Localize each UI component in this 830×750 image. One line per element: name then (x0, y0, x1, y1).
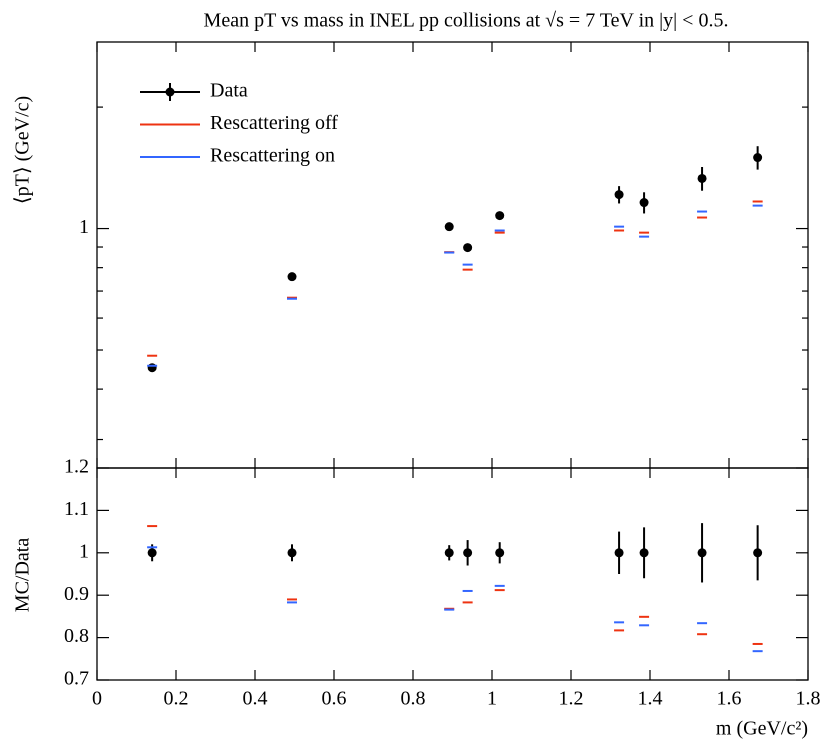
data-point (697, 548, 707, 558)
data-point (444, 548, 454, 558)
data-point (444, 222, 454, 232)
y-axis-label: ⟨pT⟩ (GeV/c) (12, 96, 34, 204)
legend-label: Rescattering on (210, 145, 335, 167)
x-tick-label: 1.4 (638, 688, 663, 710)
legend-label: Rescattering off (210, 112, 338, 134)
y-tick-label: 1 (79, 216, 89, 238)
data-point (753, 548, 763, 558)
x-axis-label: m (GeV/c²) (716, 718, 808, 740)
y-tick-label: 1.1 (64, 498, 89, 520)
data-point (147, 363, 157, 373)
data-point (287, 272, 297, 282)
data-point (614, 548, 624, 558)
y-tick-label: 0.7 (64, 668, 89, 690)
x-tick-label: 0.4 (243, 688, 268, 710)
x-tick-label: 1.8 (796, 688, 821, 710)
y-axis-label: MC/Data (12, 538, 34, 613)
ratio-frame (96, 467, 809, 681)
data-point (639, 198, 649, 208)
data-point (463, 548, 473, 558)
y-tick-label: 0.9 (64, 583, 89, 605)
y-tick-label: 1.2 (64, 456, 89, 478)
data-point (639, 548, 649, 558)
x-tick-label: 0.8 (401, 688, 426, 710)
data-point (614, 190, 624, 200)
chart-title: Mean pT vs mass in INEL pp collisions at… (204, 10, 729, 32)
data-point (495, 548, 505, 558)
legend-swatch (165, 87, 175, 97)
data-point (753, 153, 763, 163)
data-point (495, 211, 505, 221)
data-point (147, 548, 157, 558)
data-point (463, 243, 473, 253)
x-tick-label: 1 (487, 688, 497, 710)
x-tick-label: 0.2 (164, 688, 189, 710)
x-tick-label: 0.6 (322, 688, 347, 710)
x-tick-label: 0 (92, 688, 102, 710)
legend-label: Data (210, 80, 248, 102)
y-tick-label: 1 (79, 540, 89, 562)
x-tick-label: 1.2 (559, 688, 584, 710)
y-tick-label: 0.8 (64, 625, 89, 647)
data-point (287, 548, 297, 558)
x-tick-label: 1.6 (717, 688, 742, 710)
plot-frame (96, 41, 809, 469)
data-point (697, 173, 707, 183)
